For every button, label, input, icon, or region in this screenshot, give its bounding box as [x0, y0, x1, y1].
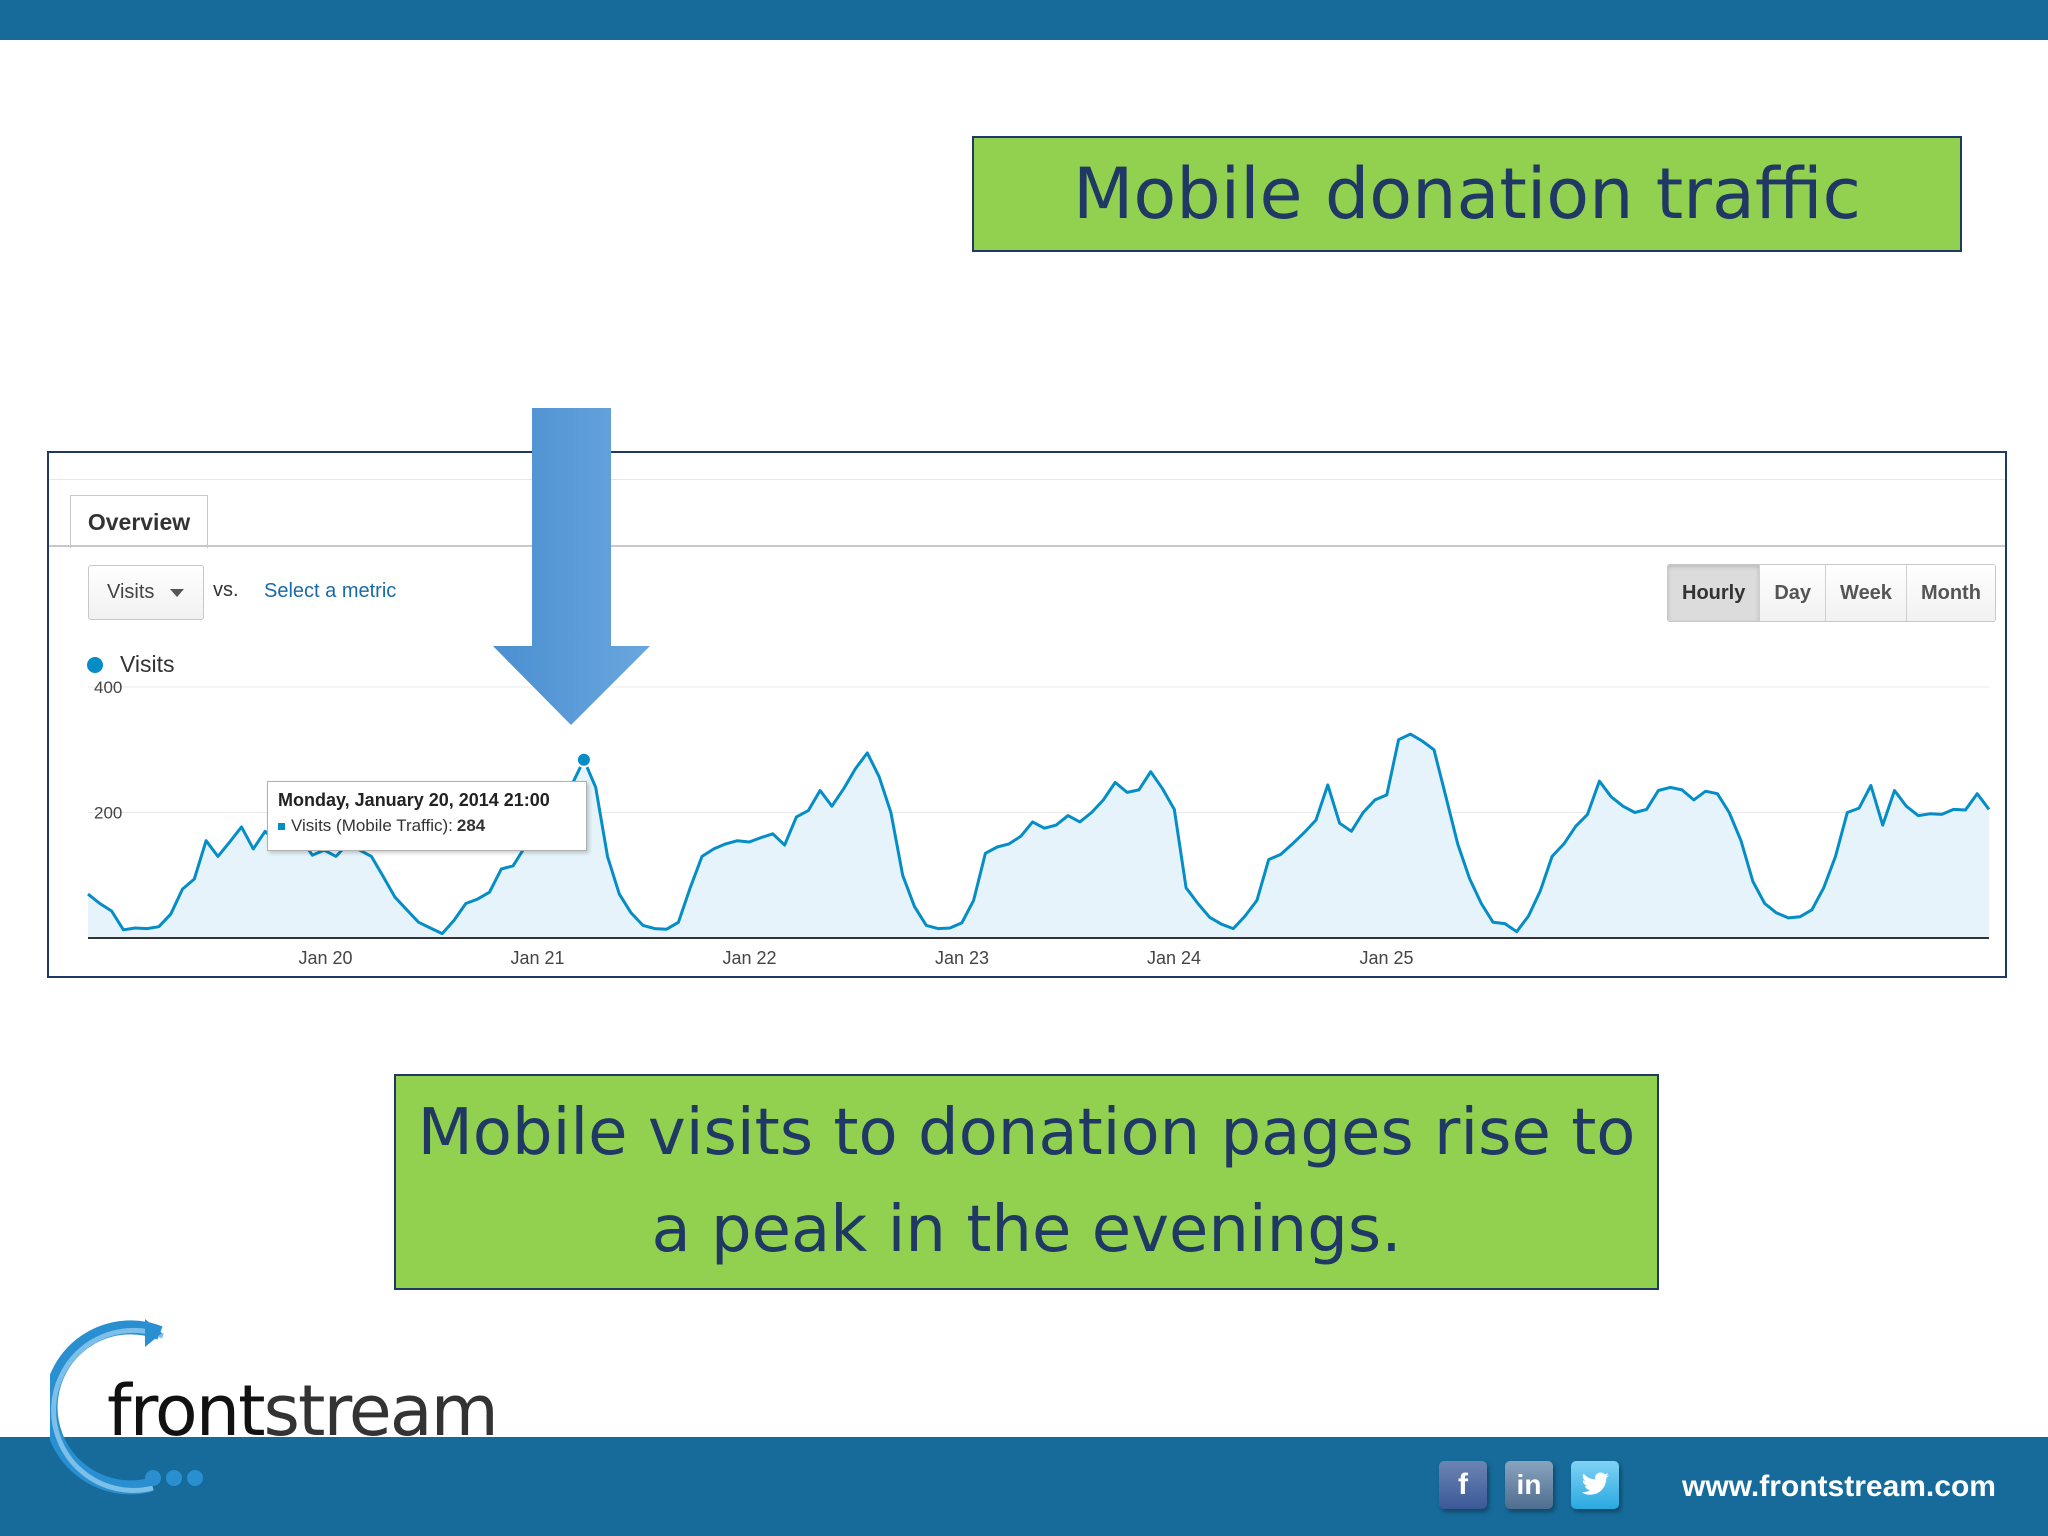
- series-line: [87, 732, 1991, 936]
- svg-text:frontstream: frontstream: [107, 1370, 497, 1452]
- tab-overview[interactable]: Overview: [70, 495, 208, 548]
- y-tick-label: 200: [94, 804, 122, 823]
- linkedin-icon[interactable]: in: [1505, 1461, 1553, 1509]
- day-button[interactable]: Day: [1759, 565, 1826, 621]
- tooltip-title: Monday, January 20, 2014 21:00: [278, 790, 550, 810]
- chevron-down-icon: [170, 588, 185, 597]
- top-bar: [0, 0, 2048, 40]
- caption-box: Mobile visits to donation pages rise to …: [394, 1074, 1659, 1290]
- tooltip-value: 284: [456, 816, 486, 835]
- series-swatch: [278, 822, 285, 830]
- week-button[interactable]: Week: [1825, 565, 1906, 621]
- series-area: [88, 734, 1989, 938]
- select-metric-link[interactable]: Select a metric: [264, 580, 397, 602]
- caption-text: Mobile visits to donation pages rise to …: [417, 1096, 1636, 1267]
- legend-dot: [87, 656, 103, 673]
- analytics-screenshot: Overview Visits vs. Select a metric Hour…: [47, 451, 2007, 978]
- x-tick-label: Jan 20: [298, 948, 352, 968]
- frontstream-logo: frontstream: [50, 1319, 499, 1495]
- x-tick-label: Jan 21: [510, 948, 564, 968]
- facebook-icon[interactable]: f: [1439, 1461, 1487, 1509]
- slide-title: Mobile donation traffic: [972, 136, 1962, 252]
- x-tick-label: Jan 23: [935, 948, 989, 968]
- visits-chart: 200 400 Jan 20 Jan 21 Jan 22 Jan 23 Jan 24 Jan …: [87, 678, 1991, 968]
- metric-dropdown[interactable]: Visits: [88, 565, 204, 620]
- vs-label: vs.: [213, 579, 239, 601]
- granularity-toggle: Hourly Day Week Month: [1667, 564, 1996, 622]
- hourly-button[interactable]: Hourly: [1668, 565, 1760, 621]
- toolbar-strip: [49, 453, 2005, 480]
- x-tick-label: Jan 24: [1147, 948, 1201, 968]
- metric-dropdown-label: Visits: [107, 581, 155, 603]
- month-button[interactable]: Month: [1905, 565, 1995, 621]
- legend-label: Visits: [120, 651, 175, 677]
- website-url[interactable]: www.frontstream.com: [1682, 1470, 1996, 1503]
- x-tick-label: Jan 25: [1359, 948, 1413, 968]
- down-arrow-icon: [493, 408, 650, 725]
- chart-tooltip: Monday, January 20, 2014 21:00 Visits (M…: [267, 781, 587, 851]
- tooltip-label: Visits (Mobile Traffic):: [291, 816, 453, 835]
- footer-bar: [0, 1437, 2048, 1536]
- chart-legend: Visits: [87, 651, 175, 678]
- tab-divider: [49, 545, 2005, 547]
- y-tick-label: 400: [94, 678, 122, 697]
- highlight-point: [575, 751, 592, 768]
- tooltip-row: Visits (Mobile Traffic): 284: [278, 816, 576, 836]
- twitter-icon[interactable]: [1571, 1461, 1619, 1509]
- x-tick-label: Jan 22: [722, 948, 776, 968]
